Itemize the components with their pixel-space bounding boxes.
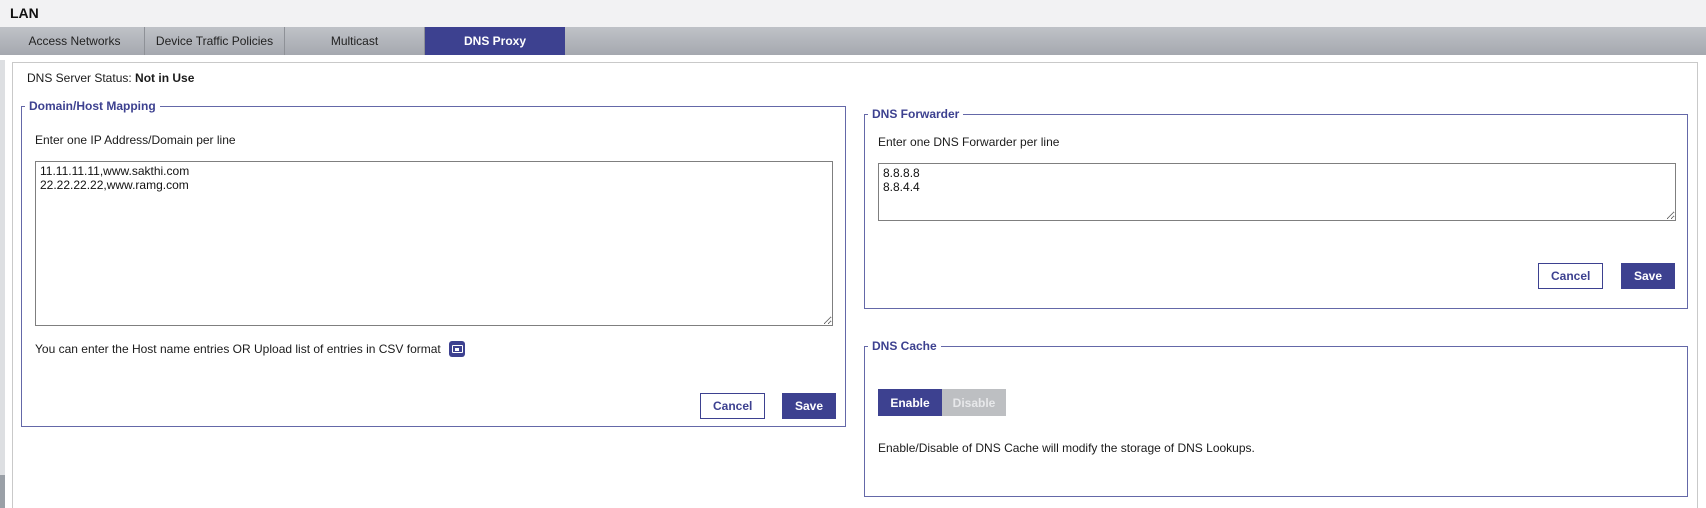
tab-device-traffic-policies[interactable]: Device Traffic Policies [145,27,285,55]
dns-server-status-value: Not in Use [135,71,195,85]
csv-note: You can enter the Host name entries OR U… [35,342,441,356]
tab-access-networks[interactable]: Access Networks [5,27,145,55]
dns-cache-section: DNS Cache Enable Disable Enable/Disable … [864,339,1688,497]
page-title: LAN [10,5,39,21]
domain-host-mapping-section: Domain/Host Mapping Enter one IP Address… [21,99,846,427]
tab-bar: Access Networks Device Traffic Policies … [0,27,1706,55]
dns-forwarder-legend: DNS Forwarder [872,107,960,121]
mapping-cancel-button[interactable]: Cancel [700,393,766,419]
domain-host-mapping-legend: Domain/Host Mapping [29,99,156,113]
left-scrollbar-track[interactable] [0,60,5,508]
dns-server-status-label: DNS Server Status: [27,71,136,85]
dns-cache-enable-button[interactable]: Enable [878,389,942,416]
page-header: LAN [0,0,1706,27]
dns-cache-legend: DNS Cache [872,339,937,353]
forwarder-instruction: Enter one DNS Forwarder per line [878,135,1060,149]
dns-forwarder-textarea[interactable]: 8.8.8.8 8.8.4.4 [878,163,1676,221]
forwarder-cancel-button[interactable]: Cancel [1538,263,1604,289]
left-scrollbar-thumb[interactable] [0,475,5,508]
dns-cache-disable-button[interactable]: Disable [942,389,1006,416]
csv-upload-row: You can enter the Host name entries OR U… [35,341,465,357]
tab-dns-proxy[interactable]: DNS Proxy [425,27,565,55]
forwarder-save-button[interactable]: Save [1621,263,1676,289]
mapping-instruction: Enter one IP Address/Domain per line [35,133,236,147]
dns-proxy-content-panel: DNS Server Status: Not in Use Domain/Hos… [12,62,1698,508]
mapping-save-button[interactable]: Save [782,393,837,419]
upload-csv-icon[interactable] [448,341,465,357]
tab-multicast[interactable]: Multicast [285,27,425,55]
dns-cache-toggle: Enable Disable [878,389,1006,416]
dns-cache-note: Enable/Disable of DNS Cache will modify … [878,441,1255,455]
dns-server-status: DNS Server Status: Not in Use [27,71,194,85]
dns-forwarder-section: DNS Forwarder Enter one DNS Forwarder pe… [864,107,1688,309]
domain-host-mapping-textarea[interactable]: 11.11.11.11,www.sakthi.com 22.22.22.22,w… [35,161,833,326]
